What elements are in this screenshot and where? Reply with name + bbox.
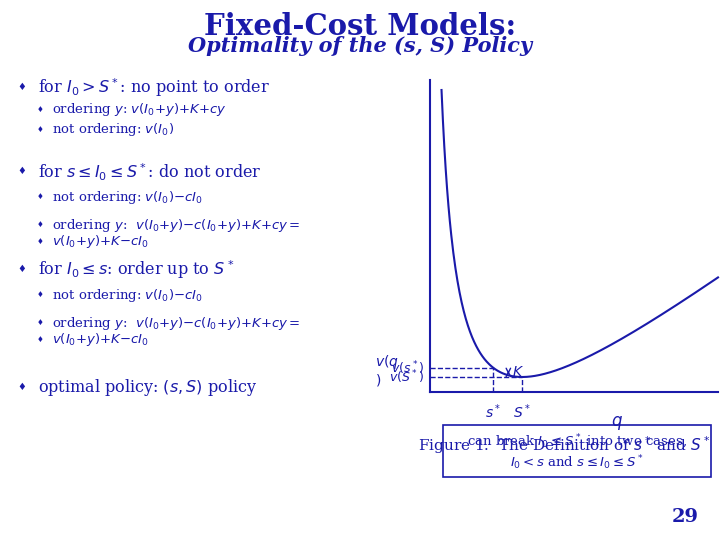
Text: $q$: $q$ [611,414,624,432]
Text: $K$: $K$ [513,366,524,380]
Text: $v(S^*)$: $v(S^*)$ [389,368,424,386]
Text: ♦: ♦ [37,221,43,229]
Text: ♦: ♦ [17,84,27,92]
Text: $v(I_0{+}y){+}K{-}cI_0$: $v(I_0{+}y){+}K{-}cI_0$ [52,332,148,348]
Text: for $I_0 \leq s$: order up to $S^*$: for $I_0 \leq s$: order up to $S^*$ [38,259,234,281]
Text: ♦: ♦ [37,106,43,114]
Text: ♦: ♦ [17,383,27,393]
Text: $s^*$: $s^*$ [485,402,502,421]
Text: ordering $y$: $v(I_0{+}y){+}K{+}cy$: ordering $y$: $v(I_0{+}y){+}K{+}cy$ [52,102,226,118]
Text: for $I_0 > S^*$: no point to order: for $I_0 > S^*$: no point to order [38,77,270,99]
Text: $v(q$: $v(q$ [375,353,399,372]
Text: ♦: ♦ [37,319,43,327]
Text: $v(I_0{+}y){+}K{-}cI_0$: $v(I_0{+}y){+}K{-}cI_0$ [52,233,148,251]
Text: ♦: ♦ [37,238,43,246]
Text: optimal policy: $(s, S)$ policy: optimal policy: $(s, S)$ policy [38,377,257,399]
Text: ♦: ♦ [37,336,43,344]
Text: can break $I_0 \leq S^*$ into two cases,: can break $I_0 \leq S^*$ into two cases, [467,433,687,451]
Text: ♦: ♦ [37,126,43,134]
Text: not ordering: $v(I_0){-}cI_0$: not ordering: $v(I_0){-}cI_0$ [52,287,203,303]
Text: ordering $y$:  $v(I_0{+}y){-}c(I_0{+}y){+}K{+}cy =$: ordering $y$: $v(I_0{+}y){-}c(I_0{+}y){+… [52,314,300,332]
Text: $v(s^*)$: $v(s^*)$ [391,359,424,376]
Text: Figure 1.  The Definition of $s^*$ and $S^*$: Figure 1. The Definition of $s^*$ and $S… [418,434,710,456]
Text: for $s \leq I_0 \leq S^*$: do not order: for $s \leq I_0 \leq S^*$: do not order [38,161,261,183]
Text: not ordering: $v(I_0)$: not ordering: $v(I_0)$ [52,122,174,138]
Text: Optimality of the (s, S) Policy: Optimality of the (s, S) Policy [188,36,532,56]
Text: $I_0 < s$ and $s \leq I_0 \leq S^*$: $I_0 < s$ and $s \leq I_0 \leq S^*$ [510,453,644,472]
Text: ♦: ♦ [17,167,27,177]
Text: $)$: $)$ [375,373,381,388]
Text: ordering $y$:  $v(I_0{+}y){-}c(I_0{+}y){+}K{+}cy =$: ordering $y$: $v(I_0{+}y){-}c(I_0{+}y){+… [52,217,300,233]
Text: ♦: ♦ [37,291,43,299]
Text: $S^*$: $S^*$ [513,402,531,421]
Text: not ordering: $v(I_0){-}cI_0$: not ordering: $v(I_0){-}cI_0$ [52,188,203,206]
Text: ♦: ♦ [17,266,27,274]
Text: Fixed-Cost Models:: Fixed-Cost Models: [204,12,516,41]
Bar [443,425,711,477]
Text: 29: 29 [672,508,698,526]
Text: ♦: ♦ [37,193,43,201]
